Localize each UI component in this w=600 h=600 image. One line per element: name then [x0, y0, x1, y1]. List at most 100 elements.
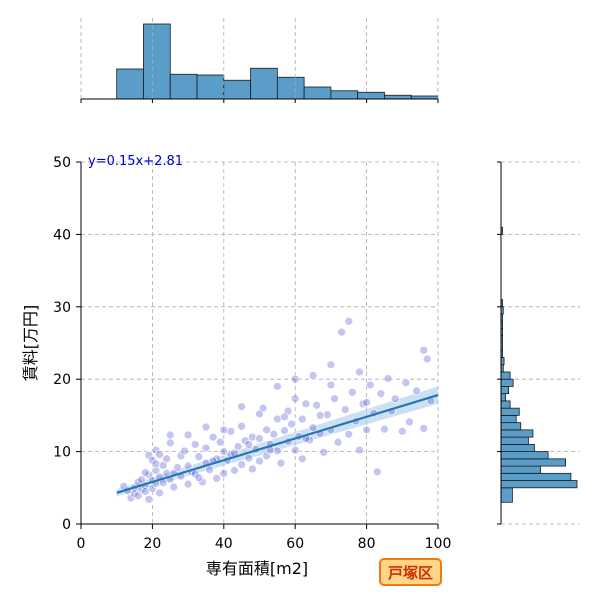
scatter-points — [119, 316, 436, 504]
top-hist-bar — [276, 76, 305, 100]
y-tick-label: 10 — [53, 445, 71, 461]
right-hist-bar — [500, 487, 513, 503]
top-hist-bar — [223, 79, 251, 100]
top-hist-bar — [250, 67, 278, 100]
scatter-point — [280, 426, 289, 435]
scatter-point — [240, 436, 250, 446]
scatter-point — [412, 386, 421, 396]
scatter-point — [319, 447, 329, 457]
scatter-point — [194, 473, 204, 483]
y-tick-label: 40 — [53, 227, 71, 243]
right-marginal-histogram — [497, 161, 580, 525]
right-hist-bar — [500, 451, 549, 460]
scatter-point — [255, 409, 264, 419]
scatter-point — [255, 456, 264, 466]
scatter-point — [151, 445, 161, 455]
scatter-point — [308, 423, 318, 433]
scatter-point — [308, 371, 318, 380]
right-hist-bar — [500, 480, 578, 489]
scatter-point — [290, 394, 300, 404]
scatter-point — [148, 455, 157, 465]
scatter-point — [262, 425, 271, 435]
regression-line-group — [116, 394, 439, 494]
scatter-point — [165, 438, 175, 448]
scatter-point — [326, 380, 336, 390]
scatter-point — [169, 482, 179, 492]
scatter-point — [390, 394, 400, 404]
scatter-point — [330, 394, 339, 404]
y-tick-label: 20 — [53, 372, 71, 388]
scatter-point — [212, 474, 222, 483]
scatter-point — [140, 468, 150, 477]
scatter-point — [244, 440, 254, 449]
scatter-point — [219, 468, 229, 478]
right-hist-bar — [500, 472, 572, 481]
scatter-point — [162, 454, 172, 464]
scatter-point — [226, 426, 236, 436]
scatter-point — [315, 411, 325, 420]
x-tick-label: 40 — [215, 536, 233, 552]
scatter-point — [237, 460, 246, 469]
x-tick-label: 20 — [143, 536, 161, 552]
y-tick-label: 0 — [62, 517, 71, 533]
right-hist-bar — [500, 414, 517, 424]
scatter-point — [144, 495, 154, 504]
right-hist-bar — [500, 465, 541, 474]
x-tick-label: 100 — [425, 536, 452, 552]
scatter-point — [230, 466, 239, 475]
scatter-point — [419, 424, 429, 433]
right-hist-bar — [500, 407, 520, 416]
x-tick-label: 80 — [358, 536, 376, 552]
scatter-point — [183, 479, 193, 489]
scatter-point — [215, 437, 225, 447]
scatter-point — [273, 382, 282, 391]
scatter-point — [201, 443, 211, 453]
scatter-point — [219, 425, 229, 435]
scatter-point — [276, 458, 286, 468]
scatter-point — [326, 360, 336, 370]
scatter-point — [290, 374, 300, 384]
top-hist-bar — [116, 68, 144, 100]
scatter-point — [287, 419, 296, 429]
scatter-point — [198, 477, 207, 487]
scatter-point — [255, 434, 264, 443]
scatter-point — [362, 398, 371, 407]
scatter-point — [237, 421, 246, 431]
scatter-point — [376, 389, 386, 399]
right-hist-bar — [500, 400, 511, 409]
scatter-point — [155, 450, 164, 459]
scatter-point — [422, 354, 432, 364]
scatter-point — [180, 446, 189, 456]
x-tick-label: 0 — [77, 536, 86, 552]
scatter-point — [372, 467, 382, 477]
scatter-point — [183, 430, 193, 440]
regression-line — [116, 394, 439, 494]
scatter-point — [233, 442, 243, 451]
scatter-point — [405, 417, 414, 427]
scatter-point — [280, 412, 289, 422]
scatter-point — [126, 493, 136, 503]
scatter-point — [201, 422, 211, 432]
scatter-point — [297, 454, 307, 464]
x-axis-label: 専有面積[m2] — [206, 559, 308, 578]
scatter-point — [337, 327, 346, 337]
scatter-point — [269, 429, 279, 439]
scatter-point — [248, 464, 257, 474]
top-hist-bar — [143, 23, 171, 100]
right-hist-bar — [500, 386, 509, 395]
scatter-point — [155, 488, 164, 498]
top-hist-bar — [303, 86, 332, 100]
scatter-point — [237, 402, 246, 412]
scatter-point — [301, 399, 311, 409]
scatter-point — [133, 491, 143, 501]
right-hist-bar — [500, 393, 506, 402]
right-hist-bar — [500, 458, 566, 467]
scatter-point — [355, 445, 364, 455]
regression-equation: y=0.15x+2.81 — [88, 154, 183, 169]
scatter-point — [380, 424, 389, 434]
scatter-point — [340, 405, 350, 414]
scatter-point — [205, 465, 214, 475]
top-marginal-histogram — [80, 18, 439, 103]
y-axis-label: 賃料[万円] — [21, 305, 40, 382]
